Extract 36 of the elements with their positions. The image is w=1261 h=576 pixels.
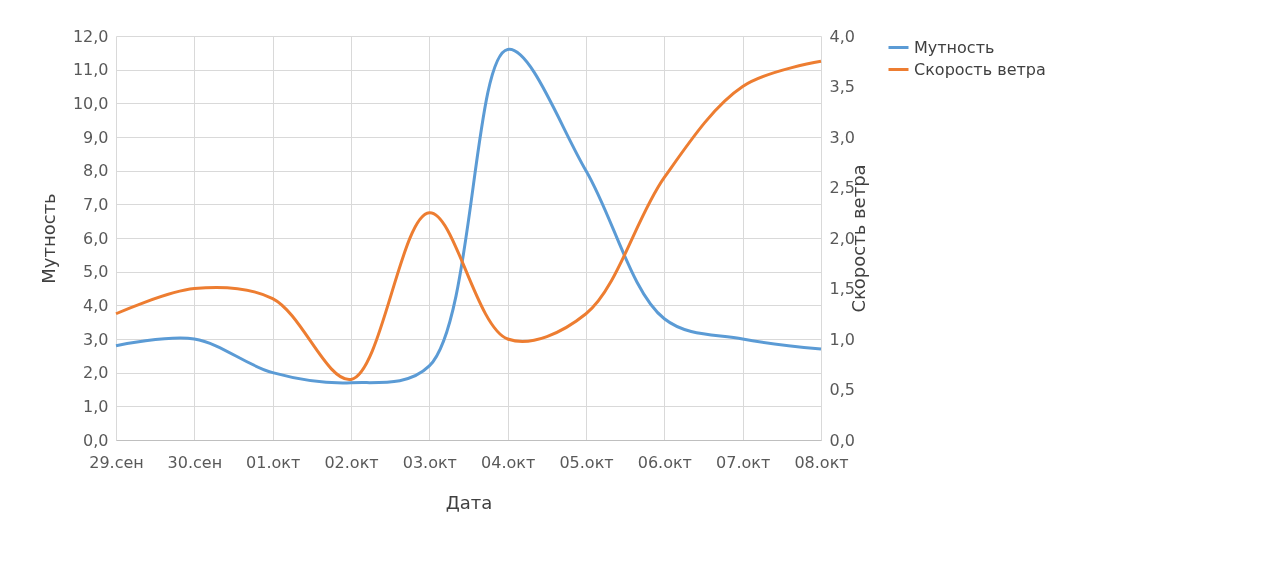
y-tick-label: 1,0 [83, 396, 109, 416]
y-tick-label: 12,0 [72, 26, 109, 46]
x-tick-label: 03.окт [402, 452, 457, 472]
y-tick-label: 3,0 [83, 329, 109, 349]
x-tick-label: 02.окт [324, 452, 379, 472]
legend-label: Мутность [914, 37, 995, 57]
y2-tick-label: 1,5 [829, 279, 855, 298]
x-tick-label: 06.окт [637, 452, 692, 472]
x-axis-title: Дата [445, 491, 493, 513]
x-tick-label: 01.окт [246, 452, 301, 472]
y-axis-title: Мутность [37, 193, 59, 284]
y-tick-label: 5,0 [83, 262, 109, 282]
x-tick-label: 05.окт [559, 452, 614, 472]
y-tick-label: 10,0 [72, 93, 109, 113]
y-tick-label: 0,0 [83, 430, 109, 450]
y-tick-label: 7,0 [83, 194, 109, 214]
x-tick-label: 08.окт [794, 452, 849, 472]
y2-tick-label: 1,0 [829, 329, 855, 349]
y-tick-label: 2,0 [83, 363, 109, 383]
y2-tick-label: 0,5 [829, 380, 855, 399]
y-tick-label: 4,0 [83, 295, 109, 315]
y-tick-label: 9,0 [83, 127, 109, 147]
y-tick-label: 11,0 [72, 60, 109, 80]
x-tick-label: 30.сен [167, 452, 223, 472]
y-tick-label: 6,0 [83, 228, 109, 248]
y2-tick-label: 3,0 [829, 127, 855, 147]
y2-tick-label: 2,0 [829, 228, 855, 248]
x-tick-label: 07.окт [716, 452, 771, 472]
y2-tick-label: 4,0 [829, 26, 855, 46]
y2-tick-label: 0,0 [829, 430, 855, 450]
legend-label: Скорость ветра [914, 59, 1046, 79]
y2-tick-label: 3,5 [829, 77, 855, 96]
y2-tick-label: 2,5 [829, 178, 855, 197]
y-tick-label: 8,0 [83, 161, 109, 181]
x-tick-label: 04.окт [481, 452, 536, 472]
x-tick-label: 29.сен [89, 452, 144, 472]
